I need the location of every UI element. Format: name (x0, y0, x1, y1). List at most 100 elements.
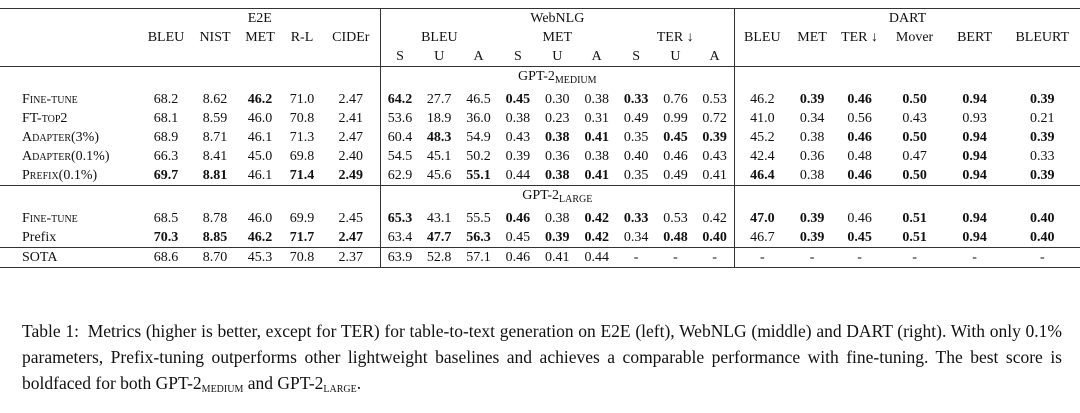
score: 0.53 (702, 92, 727, 107)
cell (789, 47, 835, 67)
score: 68.9 (153, 130, 179, 145)
score: 0.41 (584, 168, 609, 183)
cell: 68.6 (140, 247, 192, 268)
cell: 8.78 (192, 209, 238, 228)
score: 45.0 (247, 149, 273, 164)
cell (282, 67, 322, 91)
score: 0.38 (799, 168, 825, 183)
cell: 66.3 (140, 147, 192, 166)
cell (140, 47, 192, 67)
score: - (759, 250, 765, 265)
score: 0.46 (505, 211, 531, 226)
cell: 42.4 (734, 147, 790, 166)
table-row: FT-top2 68.1 8.59 46.0 70.8 2.41 53.6 18.9 36.0 0… (0, 109, 1080, 128)
cell: Fine-tune (0, 90, 140, 109)
split-header: U (434, 49, 445, 64)
section-subscript: MEDIUM (554, 75, 597, 86)
score: 0.39 (1030, 130, 1055, 145)
cell: - (834, 247, 885, 268)
cell: 0.76 (656, 90, 695, 109)
score: 45.6 (426, 168, 452, 183)
cell: 0.94 (945, 209, 1005, 228)
cell: 0.94 (945, 128, 1005, 147)
score: 0.46 (847, 92, 872, 107)
score: 0.46 (847, 130, 872, 145)
score: 63.9 (387, 250, 413, 265)
score: 0.33 (623, 211, 649, 226)
cell: 55.1 (458, 166, 499, 186)
score: 71.0 (289, 92, 315, 107)
cell: 0.36 (790, 147, 835, 166)
cell: 69.8 (282, 147, 322, 166)
cell: - (734, 247, 790, 268)
cell: BLEU (379, 28, 499, 47)
cell: 0.45 (498, 90, 537, 109)
caption-text: . (356, 373, 362, 393)
cell: 0.48 (655, 228, 696, 248)
table-row: Fine-tune 68.5 8.78 46.0 69.9 2.45 65.3 43.1 55.… (0, 209, 1080, 228)
cell: 60.4 (379, 128, 420, 147)
cell (322, 47, 381, 67)
cell: 68.5 (140, 209, 192, 228)
cell (238, 47, 282, 67)
cell: 0.40 (1004, 228, 1080, 248)
score: 45.2 (750, 130, 775, 145)
score: - (857, 250, 862, 265)
score: 0.30 (545, 92, 570, 107)
table-row: E2E WebNLG DART (0, 8, 1080, 28)
score: 2.49 (338, 168, 364, 183)
score: 2.41 (338, 111, 364, 126)
score: 46.0 (247, 111, 273, 126)
cell (834, 47, 885, 67)
cell: - (695, 247, 735, 268)
cell: 64.2 (379, 90, 420, 109)
score: 70.8 (289, 111, 315, 126)
cell: 50.2 (459, 147, 498, 166)
cell: 57.1 (458, 247, 499, 268)
cell: 0.45 (834, 228, 885, 248)
cell: 0.39 (1005, 90, 1080, 109)
metric-header: TER ↓ (656, 30, 694, 45)
table-row: Prefix 70.3 8.85 46.2 71.7 2.47 63.4 47.7 56.3 0.… (0, 228, 1080, 248)
split-header: A (591, 49, 602, 64)
cell: 8.70 (192, 247, 238, 268)
cell: 47.0 (734, 209, 790, 228)
method-name: FT-top2 (22, 111, 68, 126)
score: 0.51 (902, 211, 927, 226)
metric-header: MET (797, 30, 827, 45)
score: 0.46 (663, 149, 688, 164)
cell (140, 67, 192, 91)
cell: 45.3 (238, 247, 282, 268)
metric-header: CIDEr (332, 30, 370, 45)
score: 52.8 (426, 250, 452, 265)
cell: 0.40 (1005, 209, 1080, 228)
metric-header: R-L (290, 30, 314, 45)
table-row: Prefix(0.1%) 69.7 8.81 46.1 71.4 2.49 62.9 45.6… (0, 166, 1080, 186)
cell: 0.50 (885, 128, 945, 147)
score: 68.2 (153, 92, 179, 107)
score: 0.38 (545, 130, 570, 145)
cell: 0.56 (835, 109, 885, 128)
score: 0.48 (663, 230, 688, 245)
cell: 0.45 (656, 128, 695, 147)
score: - (673, 250, 678, 265)
method-name: Adapter(3%) (22, 130, 99, 145)
score: 0.94 (962, 230, 987, 245)
cell: 0.94 (945, 147, 1005, 166)
cell: 0.33 (616, 209, 655, 228)
score: 62.9 (387, 168, 413, 183)
cell: 70.8 (282, 109, 322, 128)
score: 0.47 (902, 149, 927, 164)
cell: 8.71 (192, 128, 238, 147)
score: 0.42 (702, 211, 727, 226)
score: 0.45 (505, 92, 531, 107)
score: 46.1 (247, 168, 273, 183)
method-name: SOTA (22, 250, 58, 265)
cell: 0.41 (577, 128, 616, 147)
cell (0, 47, 140, 67)
cell: 71.3 (282, 128, 322, 147)
cell: 0.43 (498, 128, 537, 147)
method-name: Prefix(0.1%) (22, 168, 98, 183)
cell: 47.7 (419, 228, 459, 248)
